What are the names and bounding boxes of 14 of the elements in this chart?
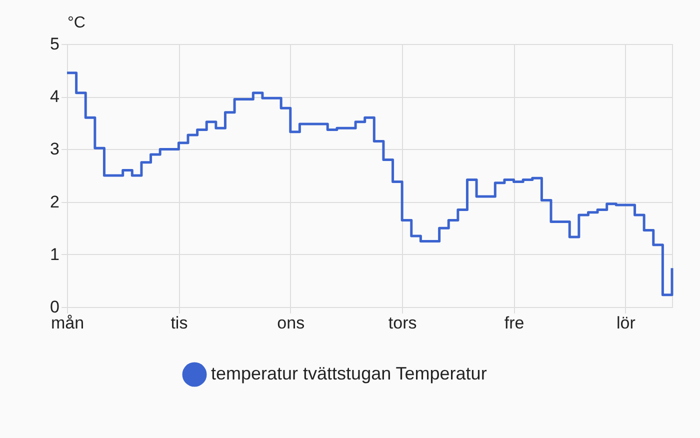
- y-axis-title: °C: [68, 14, 86, 32]
- y-tick-label: 1: [50, 244, 60, 264]
- x-tick-label: tis: [170, 314, 188, 332]
- y-tick-label: 4: [50, 87, 60, 106]
- x-tick-label: fre: [504, 314, 524, 332]
- y-tick-label: 3: [50, 140, 60, 159]
- legend-label: temperatur tvättstugan Temperatur: [211, 364, 487, 384]
- y-tick-label: 0: [50, 298, 60, 316]
- x-tick-label: tors: [388, 314, 417, 332]
- y-tick-label: 5: [50, 34, 60, 54]
- x-tick-label: mån: [50, 314, 84, 332]
- x-tick-label: lör: [616, 314, 636, 332]
- y-tick-label: 2: [50, 192, 60, 212]
- x-tick-label: ons: [277, 314, 305, 332]
